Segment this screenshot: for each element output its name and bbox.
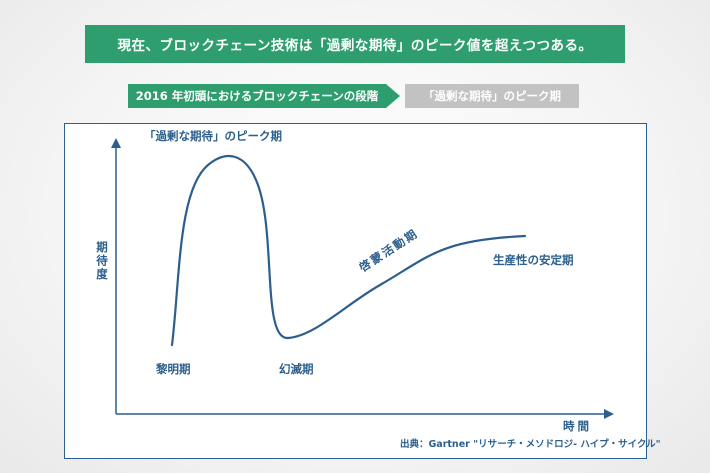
label-trigger: 黎明期 (156, 362, 191, 376)
label-plateau: 生産性の安定期 (493, 253, 574, 267)
diagram-panel (64, 123, 647, 459)
source-citation: 出典：Gartner "リサーチ・メソドロジ- ハイプ・サイクル" (400, 439, 661, 450)
stage-next-label: 「過剰な期待」のピーク期 (423, 89, 561, 103)
x-axis-label: 時間 (563, 419, 592, 433)
hype-curve (170, 155, 527, 347)
stage-current-label: 2016 年初頭におけるブロックチェーンの段階 (135, 89, 379, 103)
stage-current-box: 2016 年初頭におけるブロックチェーンの段階 (128, 84, 386, 108)
label-peak: 「過剰な期待」のピーク期 (144, 129, 282, 143)
headline-text: 現在、ブロックチェーン技術は「過剰な期待」のピーク値を超えつつある。 (117, 38, 593, 54)
stage-next-box: 「過剰な期待」のピーク期 (405, 84, 579, 108)
headline-banner: 現在、ブロックチェーン技術は「過剰な期待」のピーク値を超えつつある。 (85, 25, 625, 63)
stage-arrow-icon (386, 84, 400, 108)
y-axis-label: 期待度 (95, 241, 109, 282)
label-trough: 幻滅期 (279, 362, 314, 376)
